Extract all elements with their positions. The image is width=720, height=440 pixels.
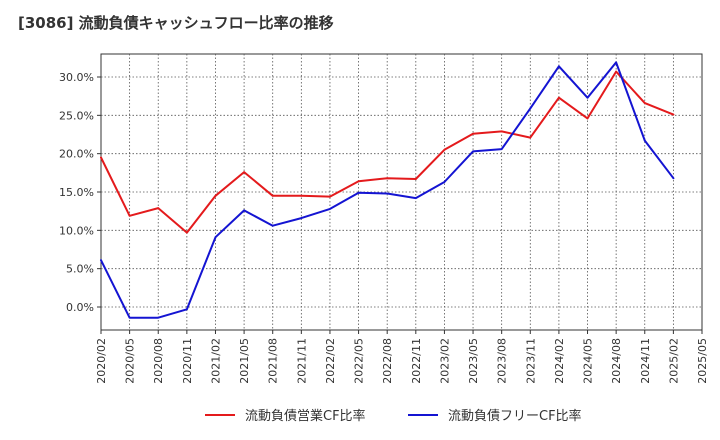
data-point [586, 117, 589, 120]
data-point [472, 132, 474, 135]
data-point [529, 136, 532, 139]
y-tick-label: 10.0% [59, 224, 94, 237]
x-tick-label: 2020/11 [181, 338, 194, 384]
y-tick-label: 5.0% [66, 263, 94, 276]
x-tick-label: 2022/11 [410, 338, 423, 384]
data-point [357, 191, 360, 194]
data-point [643, 102, 646, 104]
y-axis: 0.0% 5.0% 10.0% 15.0% 20.0% 25.0% 30.0% [59, 71, 101, 314]
data-point [529, 107, 532, 110]
data-point [500, 148, 503, 150]
data-point [558, 65, 560, 68]
legend-label-2: 流動負債フリーCF比率 [448, 408, 582, 424]
x-tick-label: 2024/08 [610, 338, 623, 384]
data-point [558, 96, 560, 99]
data-point [243, 171, 245, 173]
data-point [415, 178, 417, 180]
data-point [443, 149, 446, 151]
x-axis: 2020/02 2020/05 2020/08 2020/11 2021/02 2021/… [95, 330, 709, 384]
data-point [157, 316, 160, 319]
x-tick-label: 2021/08 [267, 338, 280, 384]
data-point [128, 316, 131, 319]
y-tick-label: 15.0% [59, 186, 94, 199]
x-tick-label: 2023/11 [524, 338, 537, 384]
data-point [615, 61, 617, 64]
data-point [214, 236, 217, 239]
data-point [300, 217, 303, 219]
data-point [386, 192, 388, 195]
x-tick-label: 2024/05 [582, 338, 595, 384]
data-point [100, 259, 102, 262]
data-point [672, 177, 675, 179]
data-point [443, 181, 446, 183]
x-tick-label: 2022/02 [324, 338, 337, 384]
x-tick-label: 2020/05 [124, 338, 137, 384]
x-tick-label: 2021/11 [295, 338, 308, 384]
data-point [271, 195, 274, 197]
x-tick-label: 2025/02 [667, 338, 680, 384]
data-point [300, 195, 303, 197]
plot-area [100, 53, 703, 331]
data-point [128, 214, 131, 217]
data-point [186, 308, 188, 311]
data-point [329, 208, 331, 210]
x-tick-label: 2021/05 [238, 338, 251, 384]
data-point [586, 96, 589, 99]
chart-title: [3086] 流動負債キャッシュフロー比率の推移 [18, 14, 334, 32]
legend-label-1: 流動負債営業CF比率 [245, 408, 366, 424]
x-tick-label: 2023/08 [496, 338, 509, 384]
series [100, 61, 675, 319]
data-point [357, 180, 360, 183]
y-tick-label: 30.0% [59, 71, 94, 84]
x-tick-label: 2025/05 [696, 338, 709, 384]
data-point [329, 195, 331, 198]
data-point [100, 156, 102, 159]
data-point [386, 177, 388, 179]
x-tick-label: 2024/11 [639, 338, 652, 384]
data-point [243, 209, 245, 212]
x-tick-label: 2024/02 [553, 338, 566, 384]
legend: 流動負債営業CF比率 流動負債フリーCF比率 [205, 408, 582, 424]
data-point [186, 231, 188, 234]
x-tick-label: 2022/05 [353, 338, 366, 384]
data-point [214, 195, 217, 197]
data-point [643, 139, 646, 142]
data-point [500, 130, 503, 133]
x-tick-label: 2023/05 [467, 338, 480, 384]
x-tick-label: 2021/02 [209, 338, 222, 384]
y-tick-label: 0.0% [66, 301, 94, 314]
grid [101, 54, 702, 330]
data-point [415, 197, 417, 199]
x-tick-label: 2023/02 [438, 338, 451, 384]
x-tick-label: 2020/08 [152, 338, 165, 384]
data-point [271, 224, 274, 227]
data-point [157, 207, 160, 209]
y-tick-label: 25.0% [59, 109, 94, 122]
x-tick-label: 2022/08 [381, 338, 394, 384]
data-point [615, 70, 617, 73]
y-tick-label: 20.0% [59, 148, 94, 161]
data-point [672, 113, 675, 116]
data-point [472, 150, 474, 153]
x-tick-label: 2020/02 [95, 338, 108, 384]
